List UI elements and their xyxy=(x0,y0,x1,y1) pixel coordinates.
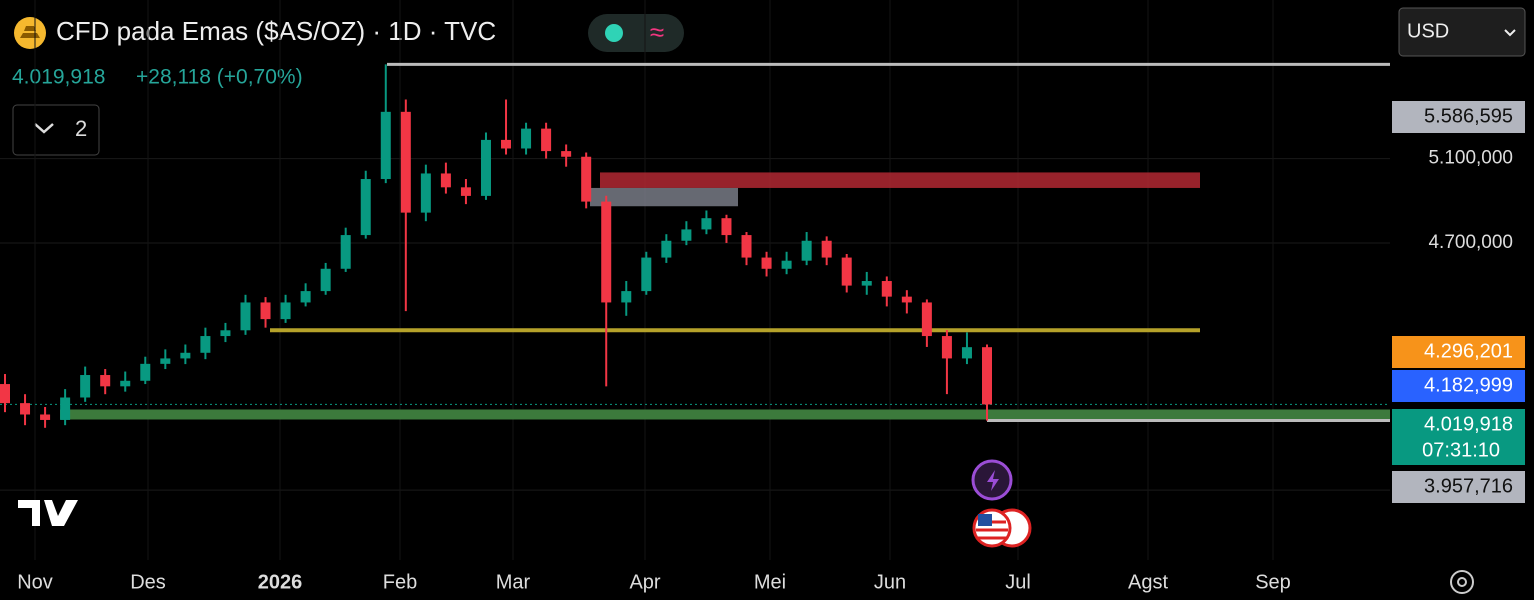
x-tick-label: Mei xyxy=(754,571,786,593)
realtime-icon: ≈ xyxy=(650,17,664,47)
price-label-bg xyxy=(1392,409,1525,465)
lightning xyxy=(987,470,999,491)
candle-body xyxy=(100,375,111,387)
candle-body xyxy=(20,403,31,415)
x-tick-label: Mar xyxy=(496,571,531,593)
candle-body xyxy=(641,257,652,292)
candle-body xyxy=(0,384,10,404)
flag-canton xyxy=(978,514,992,526)
price-change: +28,118 (+0,70%) xyxy=(136,66,303,89)
candle-body xyxy=(260,302,271,320)
dropdown-icon xyxy=(1504,29,1516,37)
chevron-icon xyxy=(34,123,54,134)
candle-body xyxy=(521,128,532,149)
price-label-bg xyxy=(1392,370,1525,402)
status-pill[interactable] xyxy=(588,14,684,52)
candle-body xyxy=(280,302,291,320)
candle-body xyxy=(60,397,71,420)
indicators-count: 2 xyxy=(75,116,87,141)
candle-body xyxy=(621,291,632,303)
symbol-title: CFD pada Emas ($AS/OZ) · 1D · TVC xyxy=(56,16,496,46)
candle-body xyxy=(961,347,972,359)
y-tick-label: 5.100,000 xyxy=(1428,148,1513,169)
price-label: 3.957,716 xyxy=(1424,475,1513,497)
x-tick-label: Nov xyxy=(17,571,53,593)
x-tick-label: Feb xyxy=(383,571,417,593)
x-tick-label: 2026 xyxy=(258,571,303,593)
candle-body xyxy=(741,235,752,258)
settings-icon[interactable] xyxy=(1450,570,1474,594)
candle-body xyxy=(921,302,932,337)
candle-body xyxy=(941,336,952,359)
y-tick-label: 4.700,000 xyxy=(1428,232,1513,253)
candle-body xyxy=(360,179,371,236)
x-tick-label: Des xyxy=(130,571,166,593)
candle-body xyxy=(501,139,512,149)
candle-body xyxy=(661,240,672,258)
candle-body xyxy=(901,296,912,303)
candle-body xyxy=(140,363,151,381)
candle-body xyxy=(400,111,411,213)
candle-body xyxy=(460,187,471,196)
candle-body xyxy=(340,235,351,269)
zone xyxy=(600,172,1200,188)
market-open-dot xyxy=(605,24,623,42)
candle-body xyxy=(982,347,992,405)
currency-label: USD xyxy=(1407,20,1449,42)
price-label: 4.182,999 xyxy=(1424,374,1513,396)
candle-body xyxy=(841,257,852,286)
x-tick-label: Jun xyxy=(874,571,906,593)
candle-body xyxy=(300,291,311,303)
currency-select[interactable] xyxy=(1398,7,1526,57)
x-tick-label: Apr xyxy=(629,571,660,593)
candle-body xyxy=(761,257,772,269)
x-tick-label: Jul xyxy=(1005,571,1031,593)
candle-body xyxy=(781,260,792,269)
price-label-bg xyxy=(1392,101,1525,133)
last-price: 4.019,918 xyxy=(12,66,105,89)
candle-body xyxy=(541,128,552,152)
candle-body xyxy=(80,375,91,398)
candle-body xyxy=(601,201,612,303)
candle-body xyxy=(380,111,391,180)
zone xyxy=(590,187,738,207)
tv-logo xyxy=(18,500,78,526)
candle-body xyxy=(440,173,451,188)
candle-body xyxy=(581,156,592,202)
candle-body xyxy=(420,173,431,213)
candle-body xyxy=(861,281,872,286)
candle-body xyxy=(480,139,491,196)
candle-body xyxy=(821,240,832,258)
price-label-bg xyxy=(1392,336,1525,368)
candle-body xyxy=(40,414,51,420)
candle-body xyxy=(701,218,712,230)
candle-body xyxy=(801,240,812,261)
candle-body xyxy=(881,281,892,297)
candle-body xyxy=(180,352,191,359)
x-tick-label: Sep xyxy=(1255,571,1291,593)
candle-body xyxy=(681,229,692,241)
candle-body xyxy=(160,358,171,364)
countdown: 07:31:10 xyxy=(1422,439,1500,461)
price-label: 5.586,595 xyxy=(1424,105,1513,127)
candle-body xyxy=(320,268,331,292)
candle-body xyxy=(220,330,231,337)
price-label: 4.019,918 xyxy=(1424,413,1513,435)
candle-body xyxy=(240,302,251,331)
candle-body xyxy=(120,380,131,387)
price-label-bg xyxy=(1392,471,1525,503)
price-label: 4.296,201 xyxy=(1424,340,1513,362)
settings-icon-core xyxy=(1457,577,1467,587)
candle-body xyxy=(721,218,732,236)
x-tick-label: Agst xyxy=(1128,571,1168,593)
candle-body xyxy=(200,336,211,353)
candle-body xyxy=(561,151,572,157)
